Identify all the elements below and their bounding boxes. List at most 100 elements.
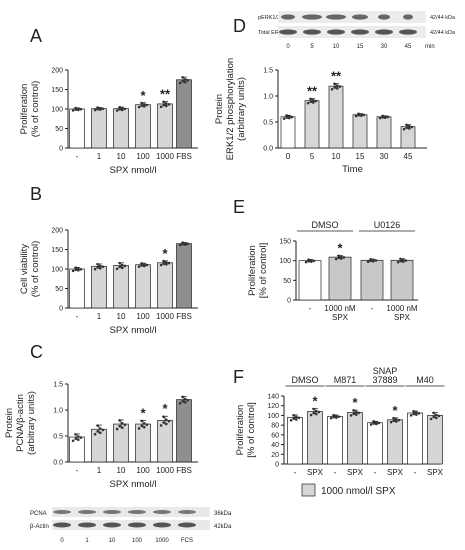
- e-data-point: [337, 256, 341, 260]
- b-data-point: [140, 264, 143, 267]
- d-y-tick-label: 0.0: [263, 146, 273, 153]
- d-blot-row-label: Total ERK1/2: [258, 30, 290, 36]
- c-data-point: [143, 422, 146, 425]
- c-data-point: [159, 424, 163, 427]
- c-data-point: [184, 400, 187, 404]
- f-significance-mark: *: [352, 395, 358, 410]
- c-blot-band: [53, 522, 71, 528]
- c-x-tick-label: 1: [97, 466, 102, 475]
- a-data-point: [77, 108, 80, 112]
- d-blot-band: [326, 14, 346, 20]
- f-bar: [387, 419, 403, 465]
- a-data-point: [96, 106, 99, 109]
- a-bar: [91, 108, 107, 149]
- b-x-tick-label: -: [76, 312, 79, 321]
- e-x-tick-label: SPX: [394, 313, 411, 322]
- f-data-point: [437, 414, 441, 418]
- c-data-point: [115, 427, 119, 431]
- b-bar: [135, 264, 151, 309]
- b-x-tick-label: 100: [136, 312, 150, 321]
- d-data-point: [314, 99, 318, 103]
- f-significance-mark: *: [312, 394, 318, 409]
- b-x-tick-label: 1000: [156, 312, 174, 321]
- c-bar: [91, 428, 107, 463]
- a-data-point: [74, 106, 77, 110]
- d-data-point: [282, 117, 286, 120]
- d-y-tick-label: 1.5: [263, 68, 273, 75]
- b-data-point: [99, 264, 102, 268]
- a-data-point: [178, 81, 182, 85]
- a-data-point: [140, 104, 143, 108]
- a-y-axis-label: (% of control): [30, 81, 41, 138]
- panel-letter-d: D: [233, 16, 246, 36]
- a-data-point: [140, 101, 143, 105]
- c-x-tick-label: FBS: [176, 466, 192, 475]
- a-data-point: [162, 100, 165, 104]
- c-blot-lane-label: 10: [109, 538, 116, 544]
- c-data-point: [118, 419, 121, 422]
- c-data-point: [96, 424, 99, 427]
- e-group-label: DMSO: [312, 220, 339, 230]
- f-bar: [307, 411, 323, 465]
- d-data-point: [354, 114, 358, 118]
- d-blot-band: [351, 29, 369, 35]
- panel-letter-c: C: [30, 342, 43, 362]
- a-y-axis-label: Proliferation: [19, 84, 30, 135]
- c-data-point: [77, 435, 80, 438]
- c-data-point: [184, 397, 187, 401]
- a-data-point: [181, 76, 184, 79]
- f-data-point: [315, 409, 318, 413]
- e-bar: [360, 259, 384, 301]
- a-y-tick-label: 100: [51, 107, 63, 114]
- d-x-tick-label: 45: [404, 152, 413, 161]
- d-data-point: [306, 101, 310, 105]
- b-data-point: [99, 266, 102, 270]
- b-y-tick-label: 50: [55, 286, 63, 293]
- c-data-point: [143, 425, 146, 429]
- c-data-point: [167, 419, 171, 423]
- e-bar: [298, 260, 322, 301]
- f-group-label: M871: [334, 375, 357, 385]
- f-data-point: [292, 413, 296, 417]
- b-data-point: [178, 243, 182, 247]
- f-y-axis-label: [% of control]: [246, 402, 257, 457]
- f-data-point: [355, 413, 358, 416]
- d-y-axis-label: Protein: [214, 94, 225, 124]
- d-blot-band: [378, 14, 390, 20]
- d-data-point: [288, 116, 291, 120]
- a-x-tick-label: 1000: [156, 152, 174, 161]
- c-blot-row-label: β-Actin: [30, 524, 49, 530]
- c-data-point: [162, 415, 165, 419]
- d-bar: [280, 116, 296, 149]
- f-data-point: [412, 412, 416, 416]
- f-group-label: 37889: [372, 375, 397, 385]
- b-bar: [69, 268, 85, 309]
- c-data-point: [99, 431, 102, 435]
- c-data-point: [123, 423, 127, 427]
- a-bar: [176, 79, 192, 149]
- b-data-point: [96, 266, 99, 269]
- b-x-tick-label: 10: [117, 312, 126, 321]
- f-data-point: [312, 411, 316, 415]
- f-data-point: [372, 422, 376, 425]
- c-bar: [176, 399, 192, 463]
- f-data-point: [409, 414, 413, 417]
- c-bar: [135, 423, 151, 463]
- d-data-point: [336, 87, 339, 90]
- f-data-point: [332, 413, 336, 417]
- c-y-axis-label: Protein: [4, 408, 15, 438]
- f-y-tick-label: 140: [267, 394, 279, 401]
- c-y-tick-label: 0.5: [53, 434, 63, 441]
- c-data-point: [181, 395, 184, 399]
- c-data-point: [121, 422, 124, 425]
- e-data-point: [366, 260, 370, 263]
- d-data-point: [285, 116, 289, 119]
- e-data-point: [340, 257, 343, 260]
- f-y-tick-label: 0: [275, 462, 279, 469]
- e-data-point: [372, 259, 375, 263]
- b-data-point: [71, 269, 75, 273]
- a-data-point: [162, 103, 165, 107]
- f-data-point: [355, 410, 358, 414]
- b-data-point: [167, 261, 171, 265]
- f-data-point: [297, 416, 301, 420]
